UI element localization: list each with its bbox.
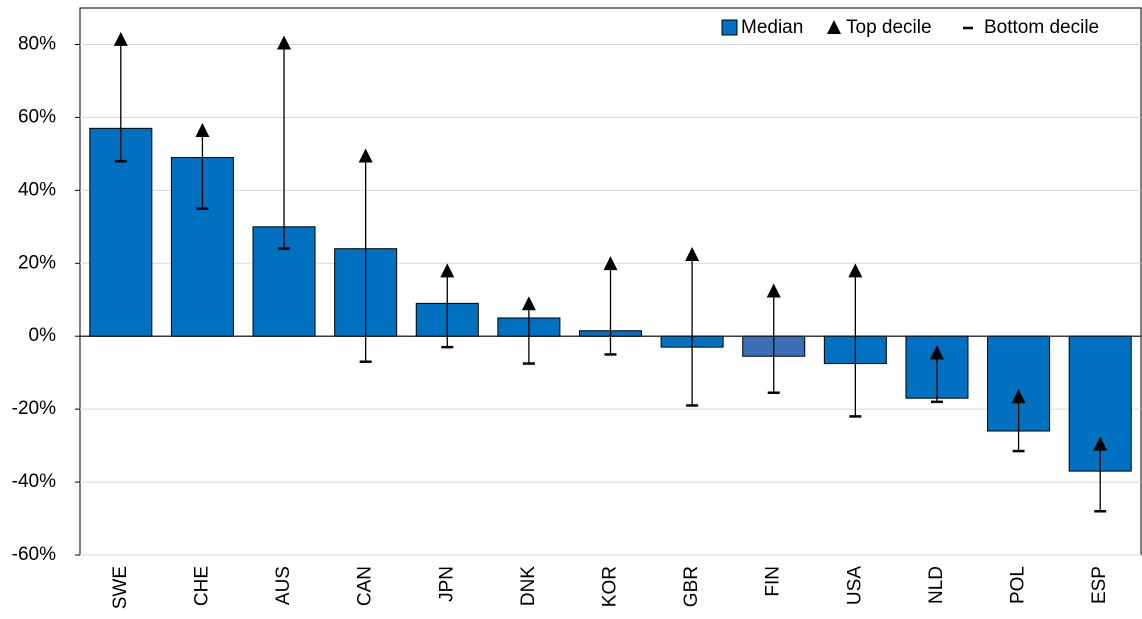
x-tick-label: NLD bbox=[926, 566, 947, 604]
x-tick-label: FIN bbox=[763, 566, 784, 597]
x-tick-label: JPN bbox=[436, 566, 457, 602]
top-decile-marker bbox=[195, 122, 210, 137]
top-decile-marker bbox=[1093, 436, 1108, 451]
x-tick-label: AUS bbox=[273, 566, 294, 605]
x-tick-label: SWE bbox=[110, 566, 131, 609]
y-tick-label: -40% bbox=[12, 471, 56, 492]
y-tick-label: 80% bbox=[18, 33, 56, 54]
y-tick-label: 60% bbox=[18, 106, 56, 127]
x-tick-label: KOR bbox=[600, 566, 621, 607]
y-tick-label: 40% bbox=[18, 179, 56, 200]
top-decile-marker bbox=[685, 246, 700, 261]
legend-swatch bbox=[721, 19, 738, 36]
x-tick-label: USA bbox=[844, 566, 865, 605]
x-tick-label: POL bbox=[1008, 566, 1029, 604]
x-tick-label: CHE bbox=[191, 566, 212, 606]
legend-label: Top decile bbox=[846, 17, 932, 38]
top-decile-marker bbox=[113, 31, 128, 46]
legend-label: Bottom decile bbox=[984, 17, 1099, 38]
x-tick-label: CAN bbox=[355, 566, 376, 606]
top-decile-marker bbox=[848, 263, 863, 278]
top-decile-marker bbox=[440, 263, 455, 278]
top-decile-marker bbox=[766, 283, 781, 298]
top-decile-marker bbox=[929, 345, 944, 360]
top-decile-marker bbox=[521, 296, 536, 311]
x-tick-label: ESP bbox=[1089, 566, 1110, 604]
y-tick-label: -20% bbox=[12, 398, 56, 419]
legend-swatch bbox=[827, 20, 841, 34]
x-tick-label: GBR bbox=[681, 566, 702, 607]
y-tick-label: -60% bbox=[12, 544, 56, 565]
bar bbox=[89, 127, 153, 337]
top-decile-marker bbox=[358, 148, 373, 163]
bar bbox=[170, 157, 234, 337]
top-decile-marker bbox=[277, 35, 292, 50]
top-decile-marker bbox=[603, 256, 618, 271]
y-tick-label: 0% bbox=[29, 325, 57, 346]
x-tick-label: DNK bbox=[518, 566, 539, 606]
y-tick-label: 20% bbox=[18, 252, 56, 273]
top-decile-marker bbox=[1011, 389, 1026, 404]
legend-label: Median bbox=[741, 17, 803, 38]
